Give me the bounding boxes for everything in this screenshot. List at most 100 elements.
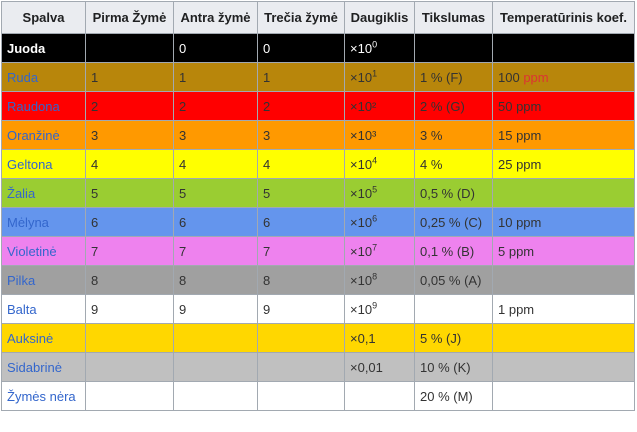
second-band-cell: 6 <box>173 207 258 237</box>
table-row: Balta 9 9 9 ×109 1 ppm <box>1 294 635 324</box>
first-band-cell: 4 <box>85 149 174 179</box>
color-name-cell: Juoda <box>1 33 86 63</box>
temp-coefficient-unit: ppm <box>523 69 549 85</box>
table-row: Sidabrinė ×0,01 10 % (K) <box>1 352 635 382</box>
multiplier-cell: ×106 <box>344 207 415 237</box>
first-band-cell: 2 <box>85 91 174 121</box>
header-color: Spalva <box>1 1 86 34</box>
color-name-cell: Žalia <box>1 178 86 208</box>
temp-coefficient-cell: 50 ppm <box>492 91 635 121</box>
first-band-cell: 7 <box>85 236 174 266</box>
tolerance-cell: 10 % (K) <box>414 352 493 382</box>
color-name-cell: Sidabrinė <box>1 352 86 382</box>
table-row: Žymės nėra 20 % (M) <box>1 381 635 411</box>
third-band-cell: 0 <box>257 33 345 63</box>
third-band-cell <box>257 381 345 411</box>
multiplier-exponent: 0 <box>372 39 378 50</box>
multiplier-base: ×10 <box>350 214 373 230</box>
color-name-cell: Geltona <box>1 149 86 179</box>
table-row: Žalia 5 5 5 ×105 0,5 % (D) <box>1 178 635 208</box>
temp-coefficient-value: 10 ppm <box>498 214 542 230</box>
second-band-cell: 4 <box>173 149 258 179</box>
tolerance-cell: 20 % (M) <box>414 381 493 411</box>
third-band-cell: 1 <box>257 62 345 92</box>
third-band-cell <box>257 352 345 382</box>
first-band-cell: 3 <box>85 120 174 150</box>
header-third-band: Trečia žymė <box>257 1 345 34</box>
tolerance-cell: 2 % (G) <box>414 91 493 121</box>
table-row: Juoda 0 0 ×100 <box>1 33 635 63</box>
table-row: Auksinė ×0,1 5 % (J) <box>1 323 635 353</box>
temp-coefficient-cell: 15 ppm <box>492 120 635 150</box>
first-band-cell: 9 <box>85 294 174 324</box>
second-band-cell: 2 <box>173 91 258 121</box>
tolerance-cell: 3 % <box>414 120 493 150</box>
color-name-cell: Mėlyna <box>1 207 86 237</box>
tolerance-cell: 0,25 % (C) <box>414 207 493 237</box>
table-body: Juoda 0 0 ×100 Ruda 1 1 1 ×101 1 % (F) 100 ppm Raud… <box>1 33 635 411</box>
temp-coefficient-value: 100 <box>498 69 524 85</box>
multiplier-cell: ×101 <box>344 62 415 92</box>
multiplier-base: ×0,1 <box>350 330 376 346</box>
table-row: Pilka 8 8 8 ×108 0,05 % (A) <box>1 265 635 295</box>
tolerance-cell: 4 % <box>414 149 493 179</box>
multiplier-base: ×10 <box>350 156 373 172</box>
third-band-cell: 6 <box>257 207 345 237</box>
second-band-cell: 5 <box>173 178 258 208</box>
third-band-cell: 7 <box>257 236 345 266</box>
tolerance-cell: 5 % (J) <box>414 323 493 353</box>
multiplier-base: ×10 <box>350 40 373 56</box>
temp-coefficient-cell <box>492 323 635 353</box>
temp-coefficient-cell <box>492 178 635 208</box>
first-band-cell: 1 <box>85 62 174 92</box>
multiplier-cell: ×105 <box>344 178 415 208</box>
multiplier-cell <box>344 381 415 411</box>
second-band-cell <box>173 323 258 353</box>
color-name-cell: Ruda <box>1 62 86 92</box>
header-second-band: Antra žymė <box>173 1 258 34</box>
color-name-cell: Violetinė <box>1 236 86 266</box>
temp-coefficient-cell <box>492 381 635 411</box>
multiplier-exponent: 9 <box>372 300 378 311</box>
multiplier-base: ×0,01 <box>350 359 383 375</box>
header-first-band: Pirma Žymė <box>85 1 174 34</box>
first-band-cell: 6 <box>85 207 174 237</box>
multiplier-cell: ×108 <box>344 265 415 295</box>
color-name-cell: Balta <box>1 294 86 324</box>
third-band-cell <box>257 323 345 353</box>
multiplier-exponent: 7 <box>372 242 378 253</box>
third-band-cell: 3 <box>257 120 345 150</box>
temp-coefficient-cell <box>492 265 635 295</box>
second-band-cell: 7 <box>173 236 258 266</box>
multiplier-base: ×10³ <box>350 127 377 143</box>
first-band-cell <box>85 323 174 353</box>
second-band-cell: 0 <box>173 33 258 63</box>
second-band-cell <box>173 381 258 411</box>
multiplier-base: ×10² <box>350 98 377 114</box>
table-row: Violetinė 7 7 7 ×107 0,1 % (B) 5 ppm <box>1 236 635 266</box>
temp-coefficient-value: 50 ppm <box>498 98 542 114</box>
first-band-cell <box>85 381 174 411</box>
temp-coefficient-value: 25 ppm <box>498 156 542 172</box>
temp-coefficient-cell: 25 ppm <box>492 149 635 179</box>
multiplier-cell: ×10² <box>344 91 415 121</box>
color-name-cell: Žymės nėra <box>1 381 86 411</box>
third-band-cell: 9 <box>257 294 345 324</box>
resistor-color-code-table: Spalva Pirma Žymė Antra žymė Trečia žymė… <box>1 1 635 411</box>
first-band-cell: 8 <box>85 265 174 295</box>
multiplier-cell: ×0,1 <box>344 323 415 353</box>
tolerance-cell: 0,1 % (B) <box>414 236 493 266</box>
multiplier-exponent: 6 <box>372 213 378 224</box>
second-band-cell: 8 <box>173 265 258 295</box>
table-row: Ruda 1 1 1 ×101 1 % (F) 100 ppm <box>1 62 635 92</box>
multiplier-exponent: 1 <box>372 68 378 79</box>
color-name-cell: Pilka <box>1 265 86 295</box>
temp-coefficient-value: 15 ppm <box>498 127 542 143</box>
table-row: Geltona 4 4 4 ×104 4 % 25 ppm <box>1 149 635 179</box>
multiplier-base: ×10 <box>350 243 373 259</box>
header-tolerance: Tikslumas <box>414 1 493 34</box>
temp-coefficient-cell: 100 ppm <box>492 62 635 92</box>
multiplier-cell: ×107 <box>344 236 415 266</box>
tolerance-cell <box>414 33 493 63</box>
tolerance-cell <box>414 294 493 324</box>
